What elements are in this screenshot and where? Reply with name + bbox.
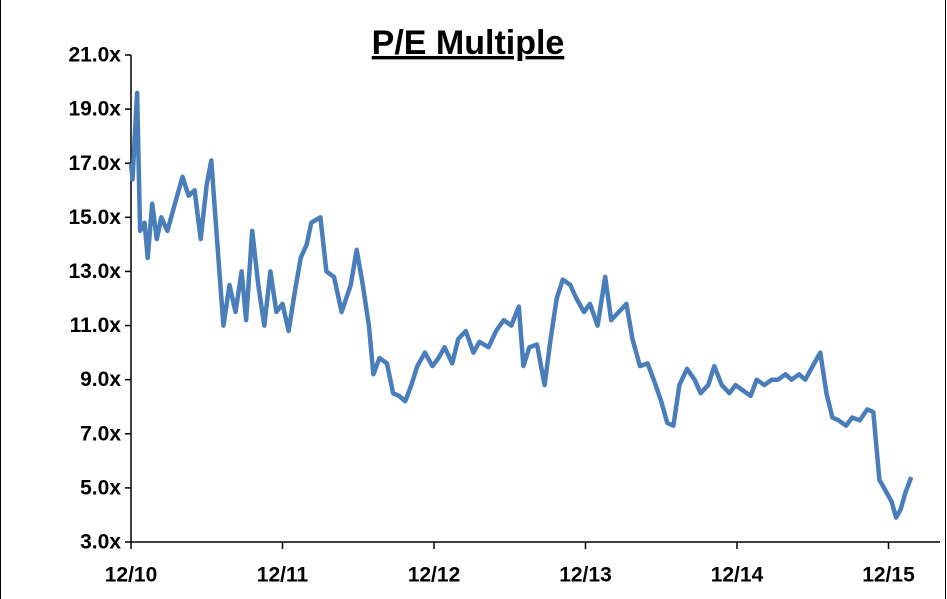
line-series: [128, 90, 914, 520]
y-tick-label: 9.0x: [80, 368, 121, 391]
y-tick-label: 3.0x: [80, 531, 121, 554]
y-tick-label: 17.0x: [68, 152, 121, 175]
x-tick-label: 12/10: [105, 564, 158, 587]
y-tick-label: 21.0x: [68, 44, 121, 67]
x-tick-label: 12/14: [711, 564, 764, 587]
x-tick-label: 12/15: [862, 564, 915, 587]
y-tick-label: 11.0x: [70, 314, 122, 337]
y-tick-label: 5.0x: [80, 476, 121, 499]
y-tick-label: 13.0x: [68, 260, 121, 283]
chart-title: P/E Multiple: [372, 24, 565, 62]
x-tick-label: 12/12: [408, 564, 461, 587]
y-tick-label: 19.0x: [68, 98, 121, 121]
y-tick-label: 7.0x: [80, 422, 121, 445]
x-tick-label: 12/13: [559, 564, 612, 587]
x-tick-label: 12/11: [257, 564, 309, 587]
y-tick-label: 15.0x: [68, 206, 121, 229]
